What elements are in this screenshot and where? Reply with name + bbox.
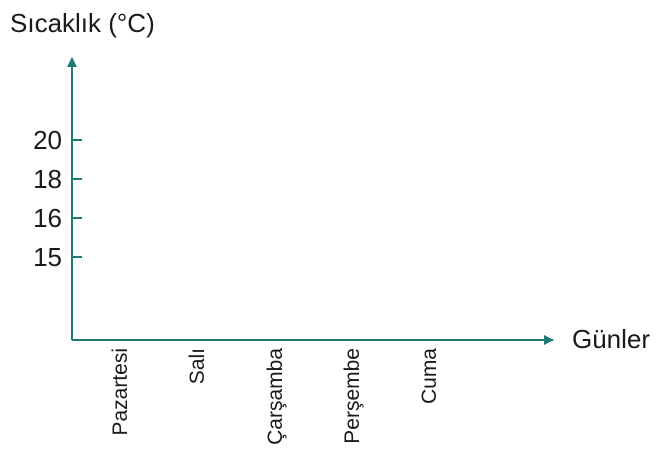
x-tick-label: Çarşamba [264,348,287,445]
x-tick-label: Perşembe [341,348,364,444]
y-tick-label: 16 [33,203,62,233]
x-tick-labels: Pazartesi Salı Çarşamba Perşembe Cuma [109,348,441,445]
y-ticks: 20 18 16 15 [33,125,82,272]
x-tick-label: Salı [186,348,209,384]
x-axis-title: Günler [572,324,650,354]
x-tick-label: Cuma [418,348,441,404]
y-axis-title: Sıcaklık (°C) [10,8,155,38]
y-tick-label: 18 [33,164,62,194]
y-tick-label: 20 [33,125,62,155]
y-tick-label: 15 [33,242,62,272]
x-tick-label: Pazartesi [109,348,132,436]
